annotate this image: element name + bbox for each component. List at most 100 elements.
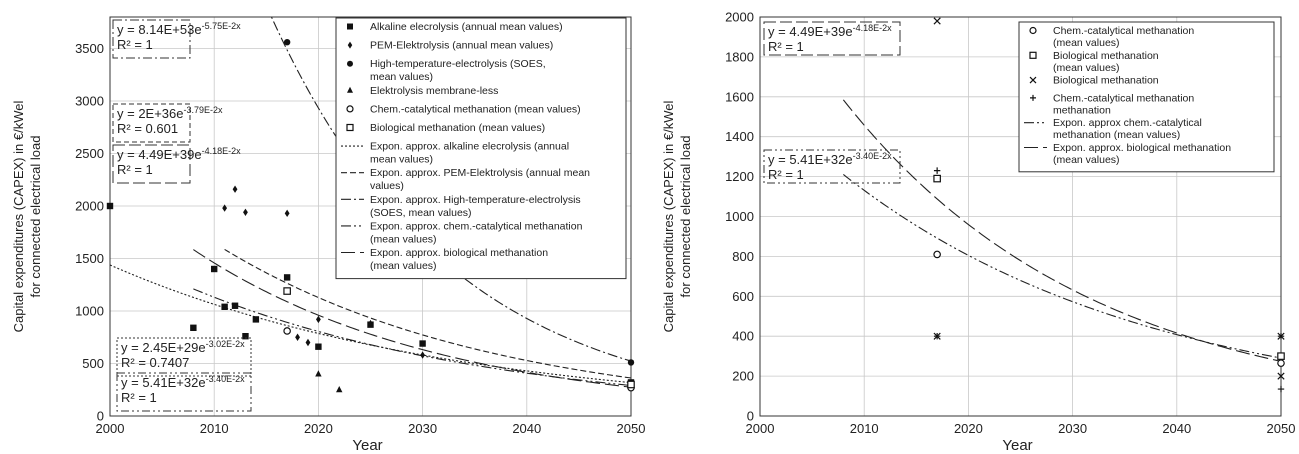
data-point-diamond (232, 185, 238, 193)
legend-label-line2: methanation (mean values) (1053, 129, 1180, 141)
data-point-open-circle (1277, 359, 1285, 367)
y-tick-label: 2000 (75, 199, 104, 214)
y-tick-label: 1500 (75, 251, 104, 266)
equation-box-frame (763, 21, 901, 56)
equation-box-frame (763, 149, 901, 184)
equation-text: y = 2E+36e-3.79E-2x (117, 105, 223, 121)
r-squared-text: R² = 1 (768, 167, 804, 182)
x-tick-label: 2030 (1058, 421, 1087, 436)
data-point-open-square (933, 174, 941, 183)
legend-frame (335, 17, 627, 280)
x-tick-label: 2050 (1267, 421, 1296, 436)
legend-item: Biological methanation(mean values) (1029, 50, 1159, 74)
legend-marker-x (1029, 76, 1037, 84)
x-tick-label: 2000 (746, 421, 775, 436)
equation-box-frame (112, 19, 191, 59)
legend-item: Expon. approx. alkaline elecrolysis (ann… (341, 141, 569, 166)
data-points (933, 17, 1285, 393)
x-tick-label: 2040 (512, 421, 541, 436)
legend-label-line2: values) (370, 180, 404, 192)
equation-text: y = 5.41E+32e-3.40E-2x (121, 374, 245, 390)
legend-label: Chem.-catalytical methanation (1053, 25, 1194, 37)
data-point-square (211, 265, 218, 273)
y-tick-label: 1000 (725, 209, 754, 224)
y-axis-subtitle: for connected electrical load (678, 136, 693, 298)
legend-item: Expon. approx. High-temperature-electrol… (341, 194, 581, 219)
legend-item: Elektrolysis membrane-less (347, 85, 498, 97)
data-point-square (231, 302, 239, 309)
legend-label-line2: (mean values) (370, 260, 437, 272)
equation-box-frame (116, 337, 252, 377)
y-tick-label: 1000 (75, 304, 104, 319)
fit-curve-2 (842, 99, 1281, 362)
legend-item: Chem.-catalytical methanation(mean value… (1029, 25, 1194, 49)
legend-item: Alkaline elecrolysis (annual mean values… (347, 21, 563, 33)
equation-text: y = 2.45E+29e-3.02E-2x (121, 339, 245, 355)
data-point-circle (283, 39, 291, 46)
legend: Chem.-catalytical methanation(mean value… (1018, 21, 1275, 173)
legend-marker-open-square (1029, 51, 1037, 59)
data-point-square (106, 202, 114, 210)
y-axis-subtitle: for connected electrical load (28, 136, 43, 298)
legend-marker-diamond (347, 41, 353, 49)
legend-item: Biological methanation (1029, 75, 1159, 87)
data-point-plus (1277, 385, 1285, 393)
data-point-plus (933, 333, 941, 340)
data-point-open-square (1277, 352, 1285, 360)
equation-box-frame (116, 372, 252, 412)
legend-label-line2: mean values) (370, 154, 433, 166)
equation-text: y = 4.49E+39e-4.18E-2x (768, 23, 892, 39)
fit-curve-2 (224, 248, 631, 379)
y-tick-label: 1800 (725, 49, 754, 64)
data-point-triangle (336, 386, 343, 393)
fit-curves (842, 99, 1281, 362)
equation-box-frame (112, 103, 191, 143)
y-tick-label: 3000 (75, 94, 104, 109)
legend-label: Expon. approx. biological methanation (370, 247, 548, 259)
legend-label: Expon. approx. PEM-Elektrolysis (annual … (370, 167, 590, 179)
data-point-diamond (316, 315, 321, 324)
x-tick-label: 2000 (96, 421, 125, 436)
legend-marker-open-circle (346, 105, 354, 113)
data-point-square (315, 343, 322, 350)
r-squared-text: R² = 0.601 (117, 121, 178, 136)
legend-label-line2: methanation (1053, 104, 1111, 116)
legend-marker-plus (1030, 94, 1036, 101)
fit-curve-5 (193, 249, 631, 388)
data-point-x (1277, 372, 1285, 380)
legend-marker-open-circle (1029, 26, 1037, 35)
legend-label: Expon. approx chem.-catalytical (1053, 117, 1202, 129)
data-point-square (190, 324, 197, 331)
y-tick-label: 1400 (725, 129, 754, 144)
legend-item: Expon. approx. biological methanation(me… (341, 247, 548, 272)
r-squared-text: R² = 1 (121, 390, 157, 405)
data-point-square (419, 340, 426, 347)
legend-item: Expon. approx. biological methanation(me… (1024, 142, 1231, 166)
x-tick-label: 2050 (617, 421, 646, 436)
x-tick-label: 2010 (200, 421, 229, 436)
legend-label: Biological methanation (1053, 75, 1159, 87)
r-squared-text: R² = 1 (117, 162, 153, 177)
r-squared-text: R² = 1 (117, 37, 153, 52)
data-point-square (283, 274, 291, 281)
y-tick-label: 400 (732, 329, 754, 344)
x-axis-title: Year (352, 437, 382, 454)
data-point-plus (1277, 333, 1285, 340)
y-tick-label: 200 (732, 369, 754, 384)
legend-item: Chem.-catalytical methanation (mean valu… (346, 103, 581, 115)
data-points (106, 39, 635, 393)
legend-item: Expon. approx chem.-catalyticalmethanati… (1024, 117, 1202, 141)
chart-2: 2000 2010 2020 2030 2040 2050 0 200 400 600 800 100… (661, 10, 1295, 454)
y-tick-label: 3500 (75, 41, 104, 56)
data-point-square (221, 303, 228, 310)
data-point-x (933, 17, 941, 25)
equation-box-frame (112, 144, 191, 184)
legend-label: Expon. approx. alkaline elecrolysis (ann… (370, 141, 569, 153)
equation-text: y = 4.49E+39e-4.18E-2x (117, 146, 241, 162)
y-tick-label: 1600 (725, 89, 754, 104)
